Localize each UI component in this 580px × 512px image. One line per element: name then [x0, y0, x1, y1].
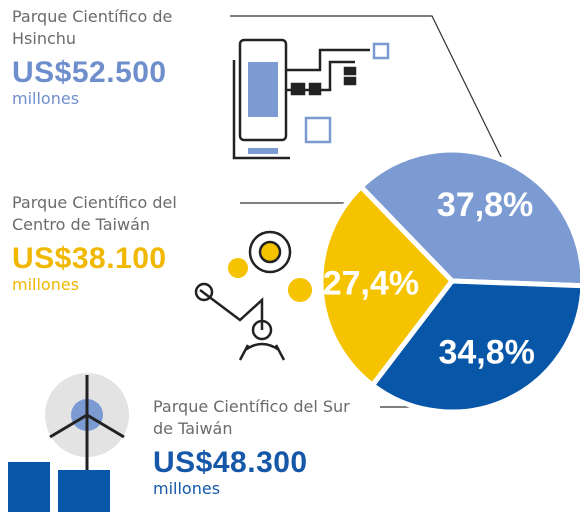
value-label: 34,8% — [438, 333, 534, 371]
chip-icon — [232, 38, 390, 160]
pie-slice — [357, 147, 580, 289]
category-label: Parque Científico del Centro de Taiwán — [12, 193, 177, 234]
label-block: Parque Científico del Centro de Taiwán U… — [12, 192, 227, 294]
value-label: 27,4% — [323, 265, 419, 303]
pie-slice — [369, 278, 580, 415]
windmill-icon — [8, 373, 129, 512]
robot-icon — [194, 230, 312, 361]
category-label: Parque Científico del Sur de Taiwán — [153, 397, 350, 438]
amount: US$38.100 — [12, 242, 167, 275]
label-block: Parque Científico del Sur de Taiwán US$4… — [153, 396, 368, 498]
pie-slice — [318, 183, 456, 389]
unit: millones — [153, 479, 221, 498]
label-block: Parque Científico de Hsinchu US$52.500 m… — [12, 6, 212, 108]
pie: 37,8% 34,8% 27,4% — [318, 147, 580, 415]
unit: millones — [12, 275, 80, 294]
category-label: Parque Científico de Hsinchu — [12, 7, 173, 48]
value-label: 37,8% — [437, 186, 533, 224]
unit: millones — [12, 89, 80, 108]
amount: US$48.300 — [153, 446, 308, 479]
amount: US$52.500 — [12, 56, 167, 89]
leader-line — [230, 15, 506, 166]
